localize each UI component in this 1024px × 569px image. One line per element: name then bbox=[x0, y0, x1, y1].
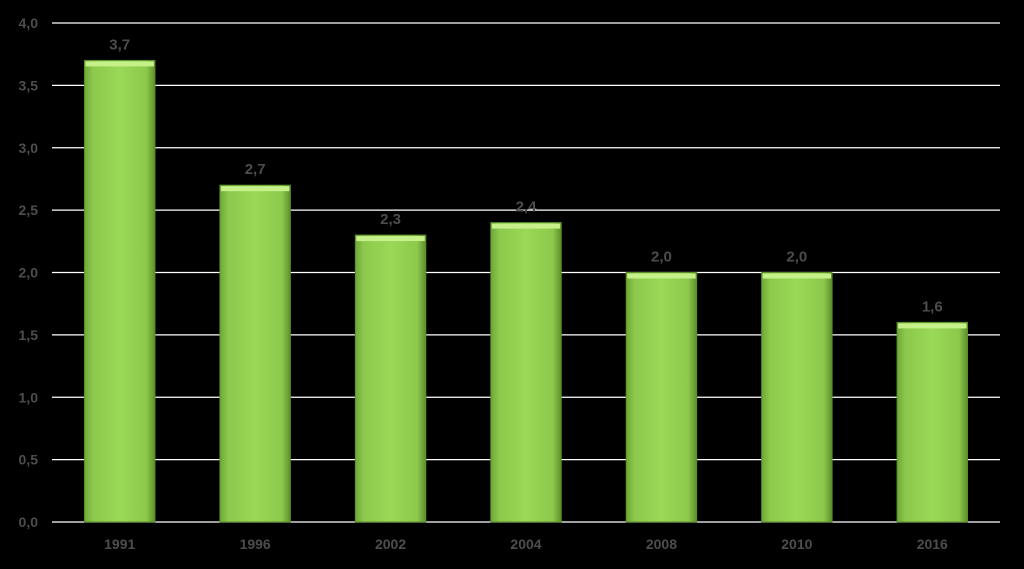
data-label: 2,0 bbox=[651, 249, 672, 266]
x-tick-label: 2010 bbox=[781, 536, 812, 552]
bars bbox=[84, 59, 968, 523]
data-label: 3,7 bbox=[109, 36, 130, 53]
y-tick-label: 4,0 bbox=[19, 15, 39, 31]
bar-group bbox=[219, 184, 291, 523]
bar-top-highlight bbox=[356, 236, 425, 242]
bar-top-highlight bbox=[220, 186, 290, 192]
data-label: 1,6 bbox=[922, 298, 943, 315]
bar-top-highlight bbox=[762, 273, 832, 279]
data-label: 2,0 bbox=[786, 249, 807, 266]
x-tick-label: 2004 bbox=[510, 536, 541, 552]
bar-group bbox=[490, 222, 562, 523]
bar-group bbox=[761, 272, 833, 523]
bar bbox=[490, 222, 562, 523]
y-tick-label: 1,5 bbox=[19, 327, 39, 343]
data-label: 2,7 bbox=[245, 161, 266, 178]
data-label: 2,4 bbox=[516, 199, 538, 216]
y-axis-tick-labels: 0,0 0,5 1,0 1,5 2,0 2,5 3,0 3,5 4,0 bbox=[19, 15, 39, 530]
bar bbox=[896, 321, 968, 523]
bar bbox=[761, 272, 833, 523]
x-tick-label: 2002 bbox=[375, 536, 406, 552]
y-tick-label: 2,5 bbox=[19, 202, 39, 218]
y-tick-label: 3,0 bbox=[19, 140, 39, 156]
bar bbox=[354, 234, 427, 523]
y-tick-label: 2,0 bbox=[19, 265, 39, 281]
x-tick-label: 2016 bbox=[917, 536, 948, 552]
bar bbox=[625, 272, 698, 523]
y-tick-label: 3,5 bbox=[19, 77, 39, 93]
data-label: 2,3 bbox=[380, 211, 401, 228]
bar-top-highlight bbox=[627, 273, 696, 279]
y-tick-label: 0,0 bbox=[19, 514, 39, 530]
bar-group bbox=[84, 59, 156, 523]
bar-group bbox=[625, 272, 698, 523]
data-labels: 3,7 2,7 2,3 2,4 2,0 2,0 1,6 bbox=[109, 36, 942, 315]
x-axis-tick-labels: 1991 1996 2002 2004 2008 2010 2016 bbox=[104, 536, 948, 552]
bar-top-highlight bbox=[85, 61, 154, 67]
bar-top-highlight bbox=[898, 323, 967, 329]
x-tick-label: 1991 bbox=[104, 536, 135, 552]
bar-top-highlight bbox=[491, 223, 561, 229]
x-tick-label: 2008 bbox=[646, 536, 677, 552]
y-tick-label: 1,0 bbox=[19, 389, 39, 405]
y-tick-label: 0,5 bbox=[19, 452, 39, 468]
x-tick-label: 1996 bbox=[240, 536, 271, 552]
bar-group bbox=[896, 321, 968, 523]
bar bbox=[219, 184, 291, 523]
bar bbox=[84, 59, 156, 523]
bar-group bbox=[354, 234, 427, 523]
